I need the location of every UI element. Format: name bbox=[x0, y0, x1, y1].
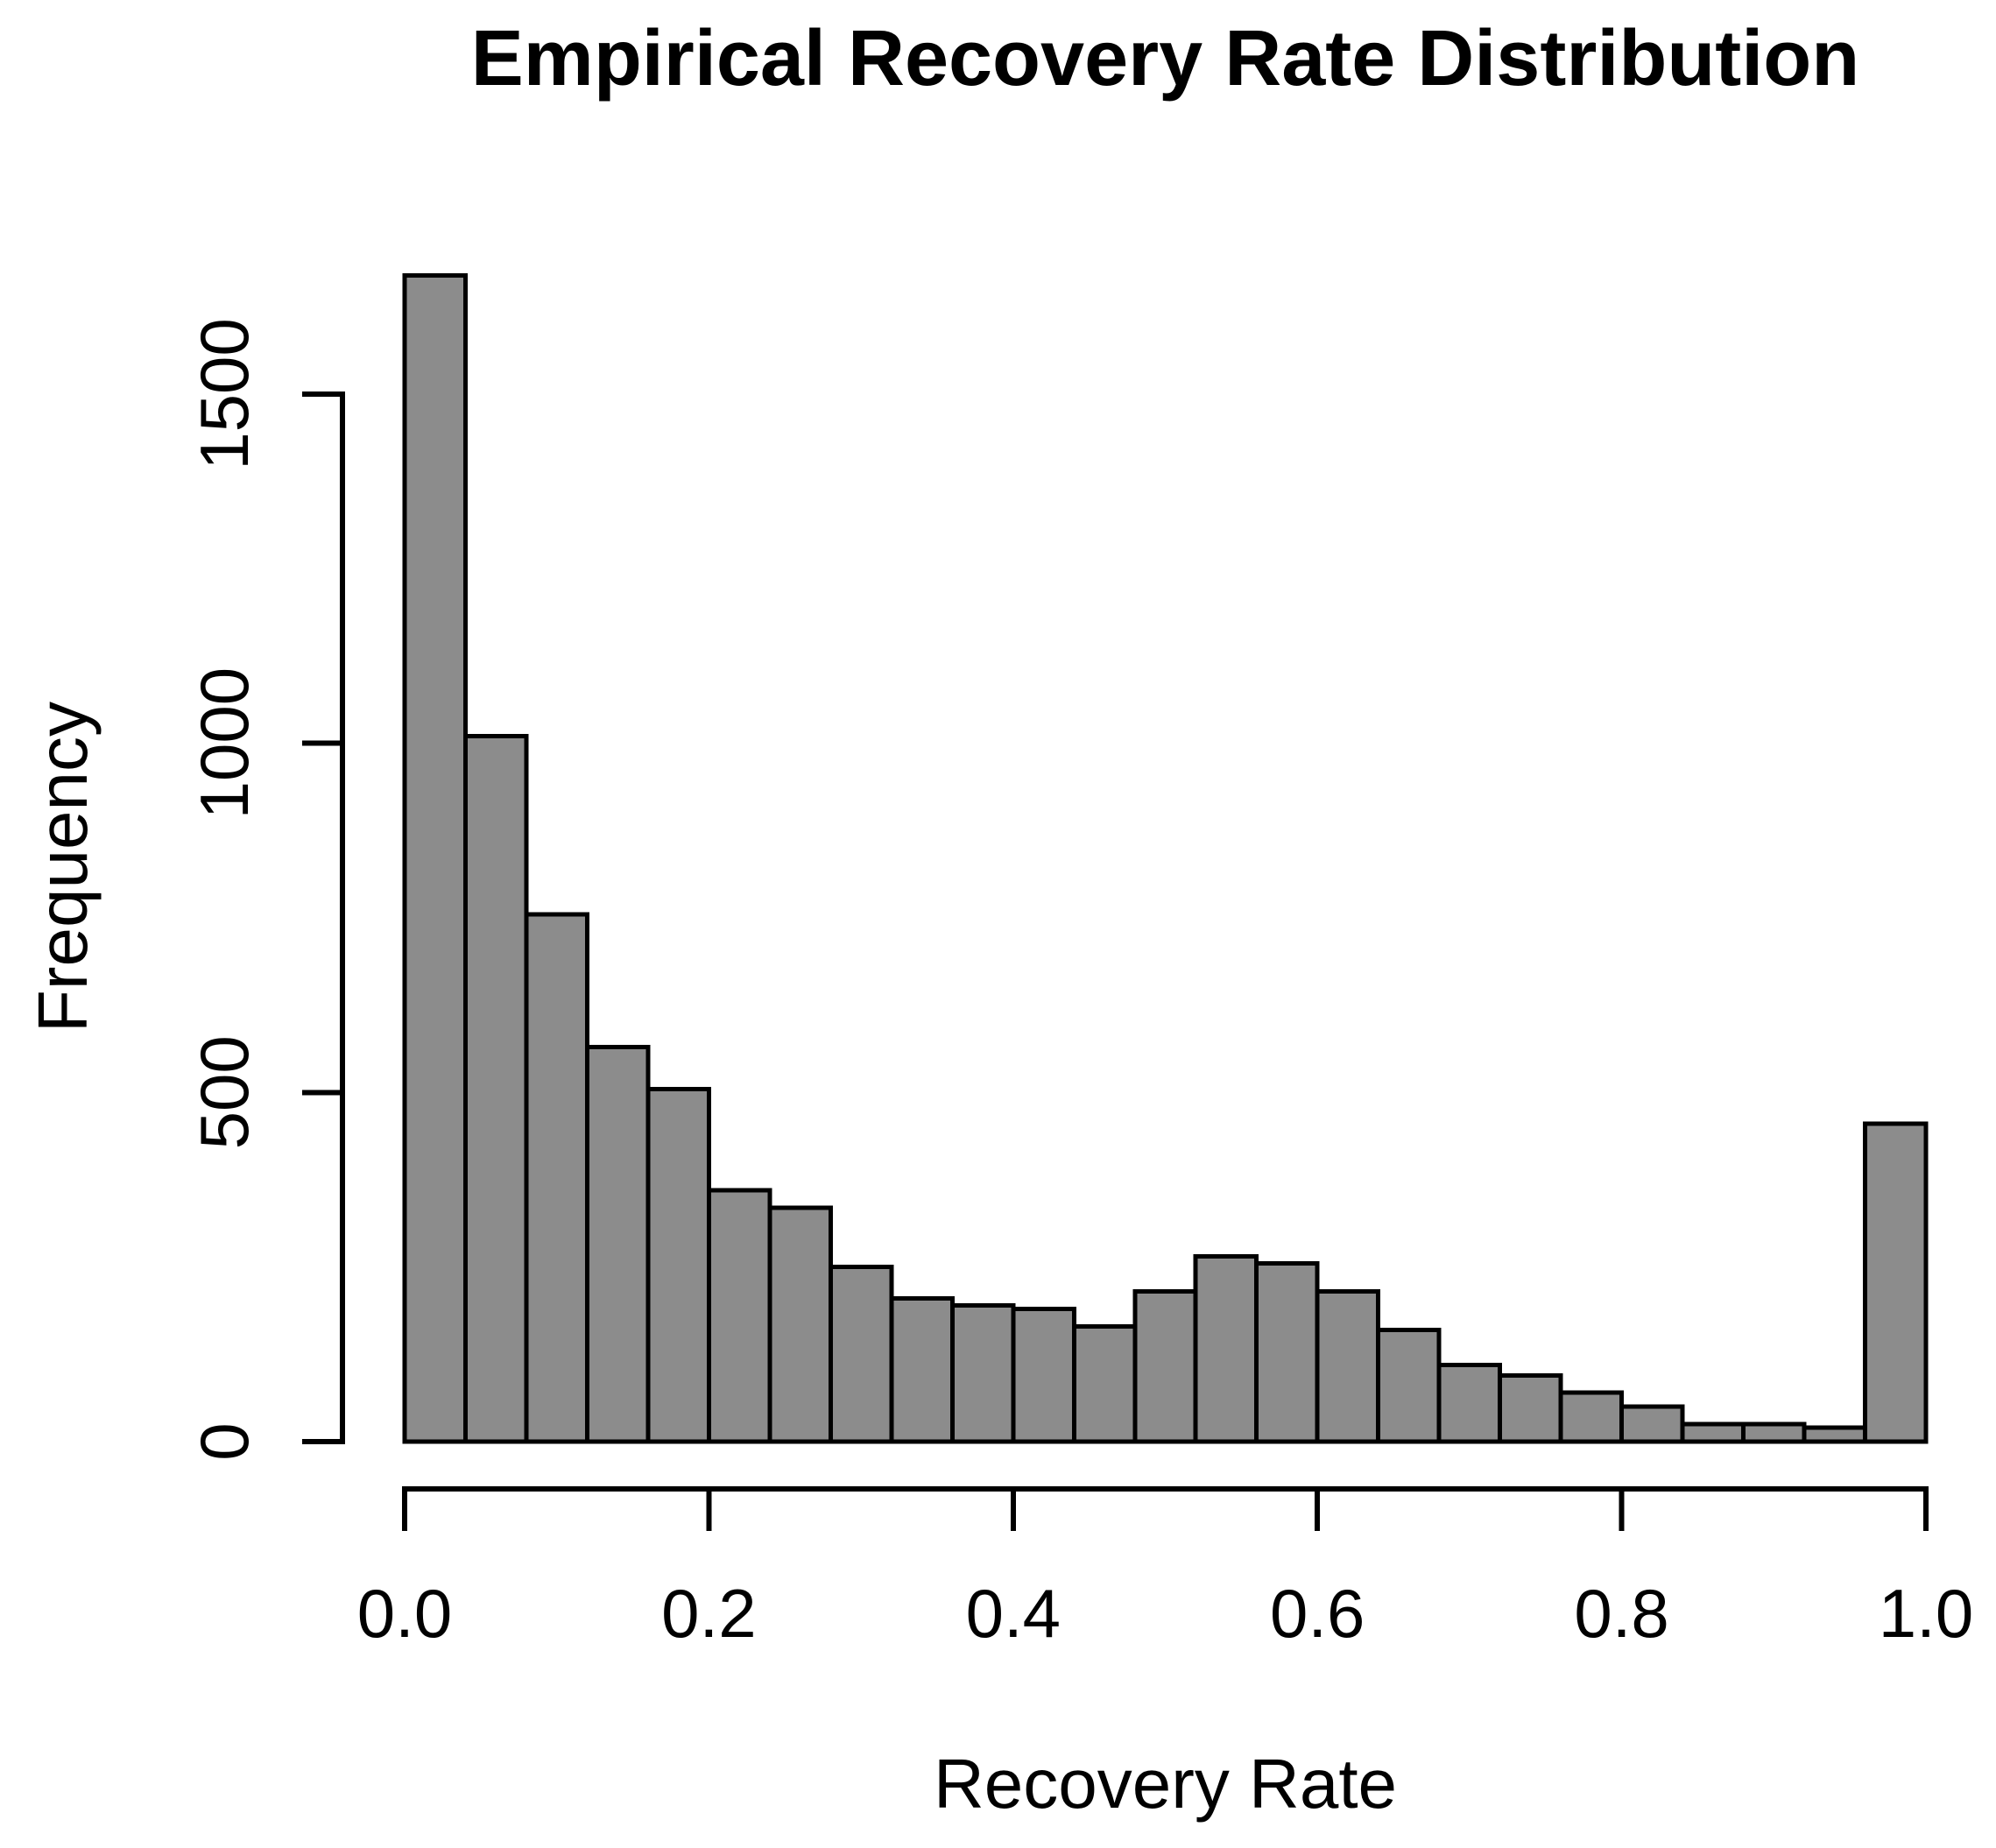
histogram-bar bbox=[1498, 1372, 1563, 1444]
histogram-bar bbox=[828, 1265, 894, 1444]
histogram-bar bbox=[889, 1296, 955, 1444]
histogram-bar bbox=[1680, 1421, 1746, 1444]
histogram-bar bbox=[1558, 1390, 1625, 1444]
x-tick-label: 0.0 bbox=[357, 1575, 452, 1652]
histogram-bar bbox=[1071, 1323, 1138, 1444]
y-tick-label: 500 bbox=[186, 1035, 263, 1149]
histogram-bar bbox=[462, 734, 529, 1444]
x-tick-label: 0.4 bbox=[966, 1575, 1061, 1652]
histogram-bar bbox=[949, 1303, 1016, 1444]
x-tick-label: 0.8 bbox=[1574, 1575, 1668, 1652]
histogram-bar bbox=[1011, 1307, 1076, 1444]
histogram-bar bbox=[1802, 1425, 1868, 1444]
y-tick-label: 1000 bbox=[186, 667, 263, 820]
chart-title: Empirical Recovery Rate Distribution bbox=[470, 15, 1860, 102]
x-tick-label: 0.2 bbox=[661, 1575, 756, 1652]
histogram-bar bbox=[584, 1045, 651, 1444]
x-tick-label: 1.0 bbox=[1879, 1575, 1973, 1652]
histogram-bar bbox=[1254, 1261, 1320, 1444]
histogram-bar bbox=[1193, 1254, 1259, 1444]
histogram-bar bbox=[645, 1086, 711, 1444]
histogram-bar bbox=[706, 1188, 772, 1444]
histogram-bar bbox=[1863, 1121, 1929, 1444]
histogram-bar bbox=[524, 912, 589, 1444]
x-tick-label: 0.6 bbox=[1270, 1575, 1365, 1652]
x-axis-label: Recovery Rate bbox=[933, 1745, 1398, 1823]
histogram-bar bbox=[1132, 1289, 1198, 1444]
histogram-bar bbox=[767, 1205, 833, 1444]
histogram-bar bbox=[1741, 1421, 1807, 1444]
histogram-bar bbox=[1376, 1327, 1442, 1444]
histogram-bar bbox=[1619, 1404, 1685, 1444]
y-tick-label: 0 bbox=[186, 1422, 263, 1460]
histogram-bar bbox=[1436, 1362, 1503, 1444]
histogram-bar bbox=[1315, 1289, 1381, 1444]
histogram-bar bbox=[402, 272, 468, 1444]
y-tick-label: 1500 bbox=[186, 318, 263, 470]
